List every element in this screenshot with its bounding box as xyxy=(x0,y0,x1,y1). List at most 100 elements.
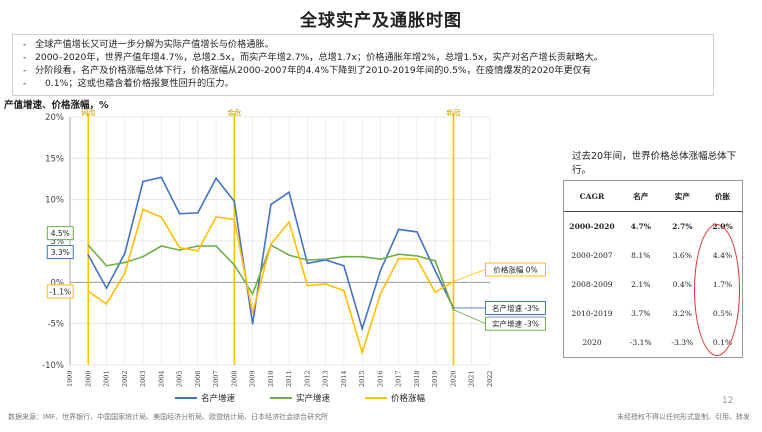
annotation-label: 实产增速 -3% xyxy=(492,319,539,329)
table-cell: 2020 xyxy=(582,338,602,347)
data-point xyxy=(123,252,126,255)
bullet-item: 全球产值增长又可进一步分解为实际产值增长与价格通胀。 xyxy=(21,38,705,51)
header-cell: 价胀 xyxy=(703,181,742,212)
data-point xyxy=(324,283,327,285)
x-tick-label: 2019 xyxy=(431,370,439,387)
data-point xyxy=(416,258,418,261)
side-note: 过去20年间，世界价格总体涨幅总体下行。 xyxy=(572,151,737,176)
y-tick-label: -5% xyxy=(47,320,64,330)
table-cell: 2.7% xyxy=(672,222,693,231)
annotation-box xyxy=(484,262,546,277)
data-point xyxy=(379,258,382,261)
y-tick-label: 0% xyxy=(51,278,65,288)
x-tick-label: 2004 xyxy=(157,370,165,387)
x-tick-label: 2009 xyxy=(249,370,257,387)
data-point xyxy=(87,244,90,247)
data-point xyxy=(434,259,437,262)
annotation-label: 价格涨幅 0% xyxy=(493,265,537,275)
x-tick-label: 2011 xyxy=(285,370,293,387)
data-point xyxy=(288,191,291,194)
data-point xyxy=(416,254,418,257)
data-point xyxy=(160,216,163,218)
legend-label: 实产增速 xyxy=(296,393,331,404)
data-point xyxy=(288,221,291,223)
x-tick-label: 2014 xyxy=(340,370,348,387)
data-point xyxy=(269,203,272,206)
data-point xyxy=(178,246,181,249)
data-point xyxy=(397,228,400,231)
y-tick-label: 10% xyxy=(45,196,64,206)
table-cell: -3.1% xyxy=(629,338,652,347)
data-source: 数据来源：IMF、世界银行、中国国家统计局、美国经济分析局、欧盟统计局、日本经济… xyxy=(8,413,329,421)
x-tick-label: 2008 xyxy=(230,370,238,387)
data-point xyxy=(288,254,291,256)
x-tick-label: 2005 xyxy=(176,370,184,387)
data-point xyxy=(105,302,108,305)
x-tick-label: 2012 xyxy=(303,370,311,387)
data-point xyxy=(233,264,236,266)
header-cell: 实产 xyxy=(661,181,704,212)
x-tick-label: 2018 xyxy=(413,370,421,387)
annotation-box xyxy=(484,316,546,331)
data-point xyxy=(306,259,309,261)
annotation-label: -1.1% xyxy=(49,287,71,296)
table-cell: 2.1% xyxy=(631,280,651,289)
x-tick-label: 2022 xyxy=(486,370,494,387)
summary-box: 全球产值增长又可进一步分解为实际产值增长与价格通胀。 2000–2020年，世界… xyxy=(12,34,714,96)
y-tick-label: 15% xyxy=(45,154,64,164)
data-point xyxy=(160,176,163,179)
x-tick-label: 2010 xyxy=(267,370,275,387)
data-point xyxy=(123,261,126,264)
x-tick-label: 2021 xyxy=(468,370,476,387)
data-point xyxy=(379,293,382,295)
data-point xyxy=(343,289,345,292)
data-point xyxy=(269,243,272,246)
copyright-note: 未经授权不得以任何形式复制、引用、转发 xyxy=(617,413,750,421)
annotation-box xyxy=(46,226,74,241)
data-point xyxy=(397,257,400,260)
table-cell: 3.7% xyxy=(631,309,651,318)
data-point xyxy=(160,245,163,247)
data-point xyxy=(434,291,437,294)
event-label: 新冠 xyxy=(446,108,460,117)
table-cell: 2000-2020 xyxy=(569,222,615,231)
data-point xyxy=(361,327,364,330)
data-point xyxy=(215,216,217,218)
data-point xyxy=(251,312,254,314)
data-point xyxy=(306,284,309,287)
x-tick-label: 2003 xyxy=(139,370,147,387)
x-tick-label: 2016 xyxy=(376,370,384,387)
x-tick-label: 2017 xyxy=(395,370,403,387)
data-point xyxy=(142,180,144,183)
data-point xyxy=(324,258,327,261)
data-point xyxy=(343,264,345,267)
data-point xyxy=(87,290,90,293)
bullet-item: 分阶段看，名产及价格涨幅总体下行，价格涨幅从2000-2007年的4.4%下降到… xyxy=(21,64,705,77)
annotation-leader xyxy=(453,309,486,324)
data-point xyxy=(178,212,181,215)
table-cell: 8.1% xyxy=(631,251,651,260)
x-tick-label: 2001 xyxy=(103,370,111,387)
data-point xyxy=(251,293,254,295)
y-tick-label: 20% xyxy=(45,113,64,123)
data-point xyxy=(361,351,364,354)
page-number: 12 xyxy=(722,396,734,406)
bullet-item-continued: 0.1%；这或也蕴含着价格报复性回升的压力。 xyxy=(21,77,705,90)
data-point xyxy=(178,249,181,251)
data-point xyxy=(251,322,254,325)
data-point xyxy=(361,255,364,258)
cagr-table-header: CAGR 名产 实产 价胀 xyxy=(564,181,742,212)
table-cell: 0.4% xyxy=(672,280,692,289)
data-point xyxy=(343,255,345,258)
annotation-box xyxy=(46,284,74,299)
annotation-label: 3.3% xyxy=(51,248,70,257)
x-tick-label: 1999 xyxy=(66,370,74,387)
table-cell: 2010-2019 xyxy=(571,309,613,318)
data-point xyxy=(196,211,199,214)
table-cell: 3.2% xyxy=(672,309,692,318)
annotation-leader xyxy=(453,269,486,282)
data-point xyxy=(87,254,90,256)
annotation-label: 名产增速 -3% xyxy=(492,303,539,313)
table-cell: -3.3% xyxy=(671,338,694,347)
data-point xyxy=(105,264,108,267)
